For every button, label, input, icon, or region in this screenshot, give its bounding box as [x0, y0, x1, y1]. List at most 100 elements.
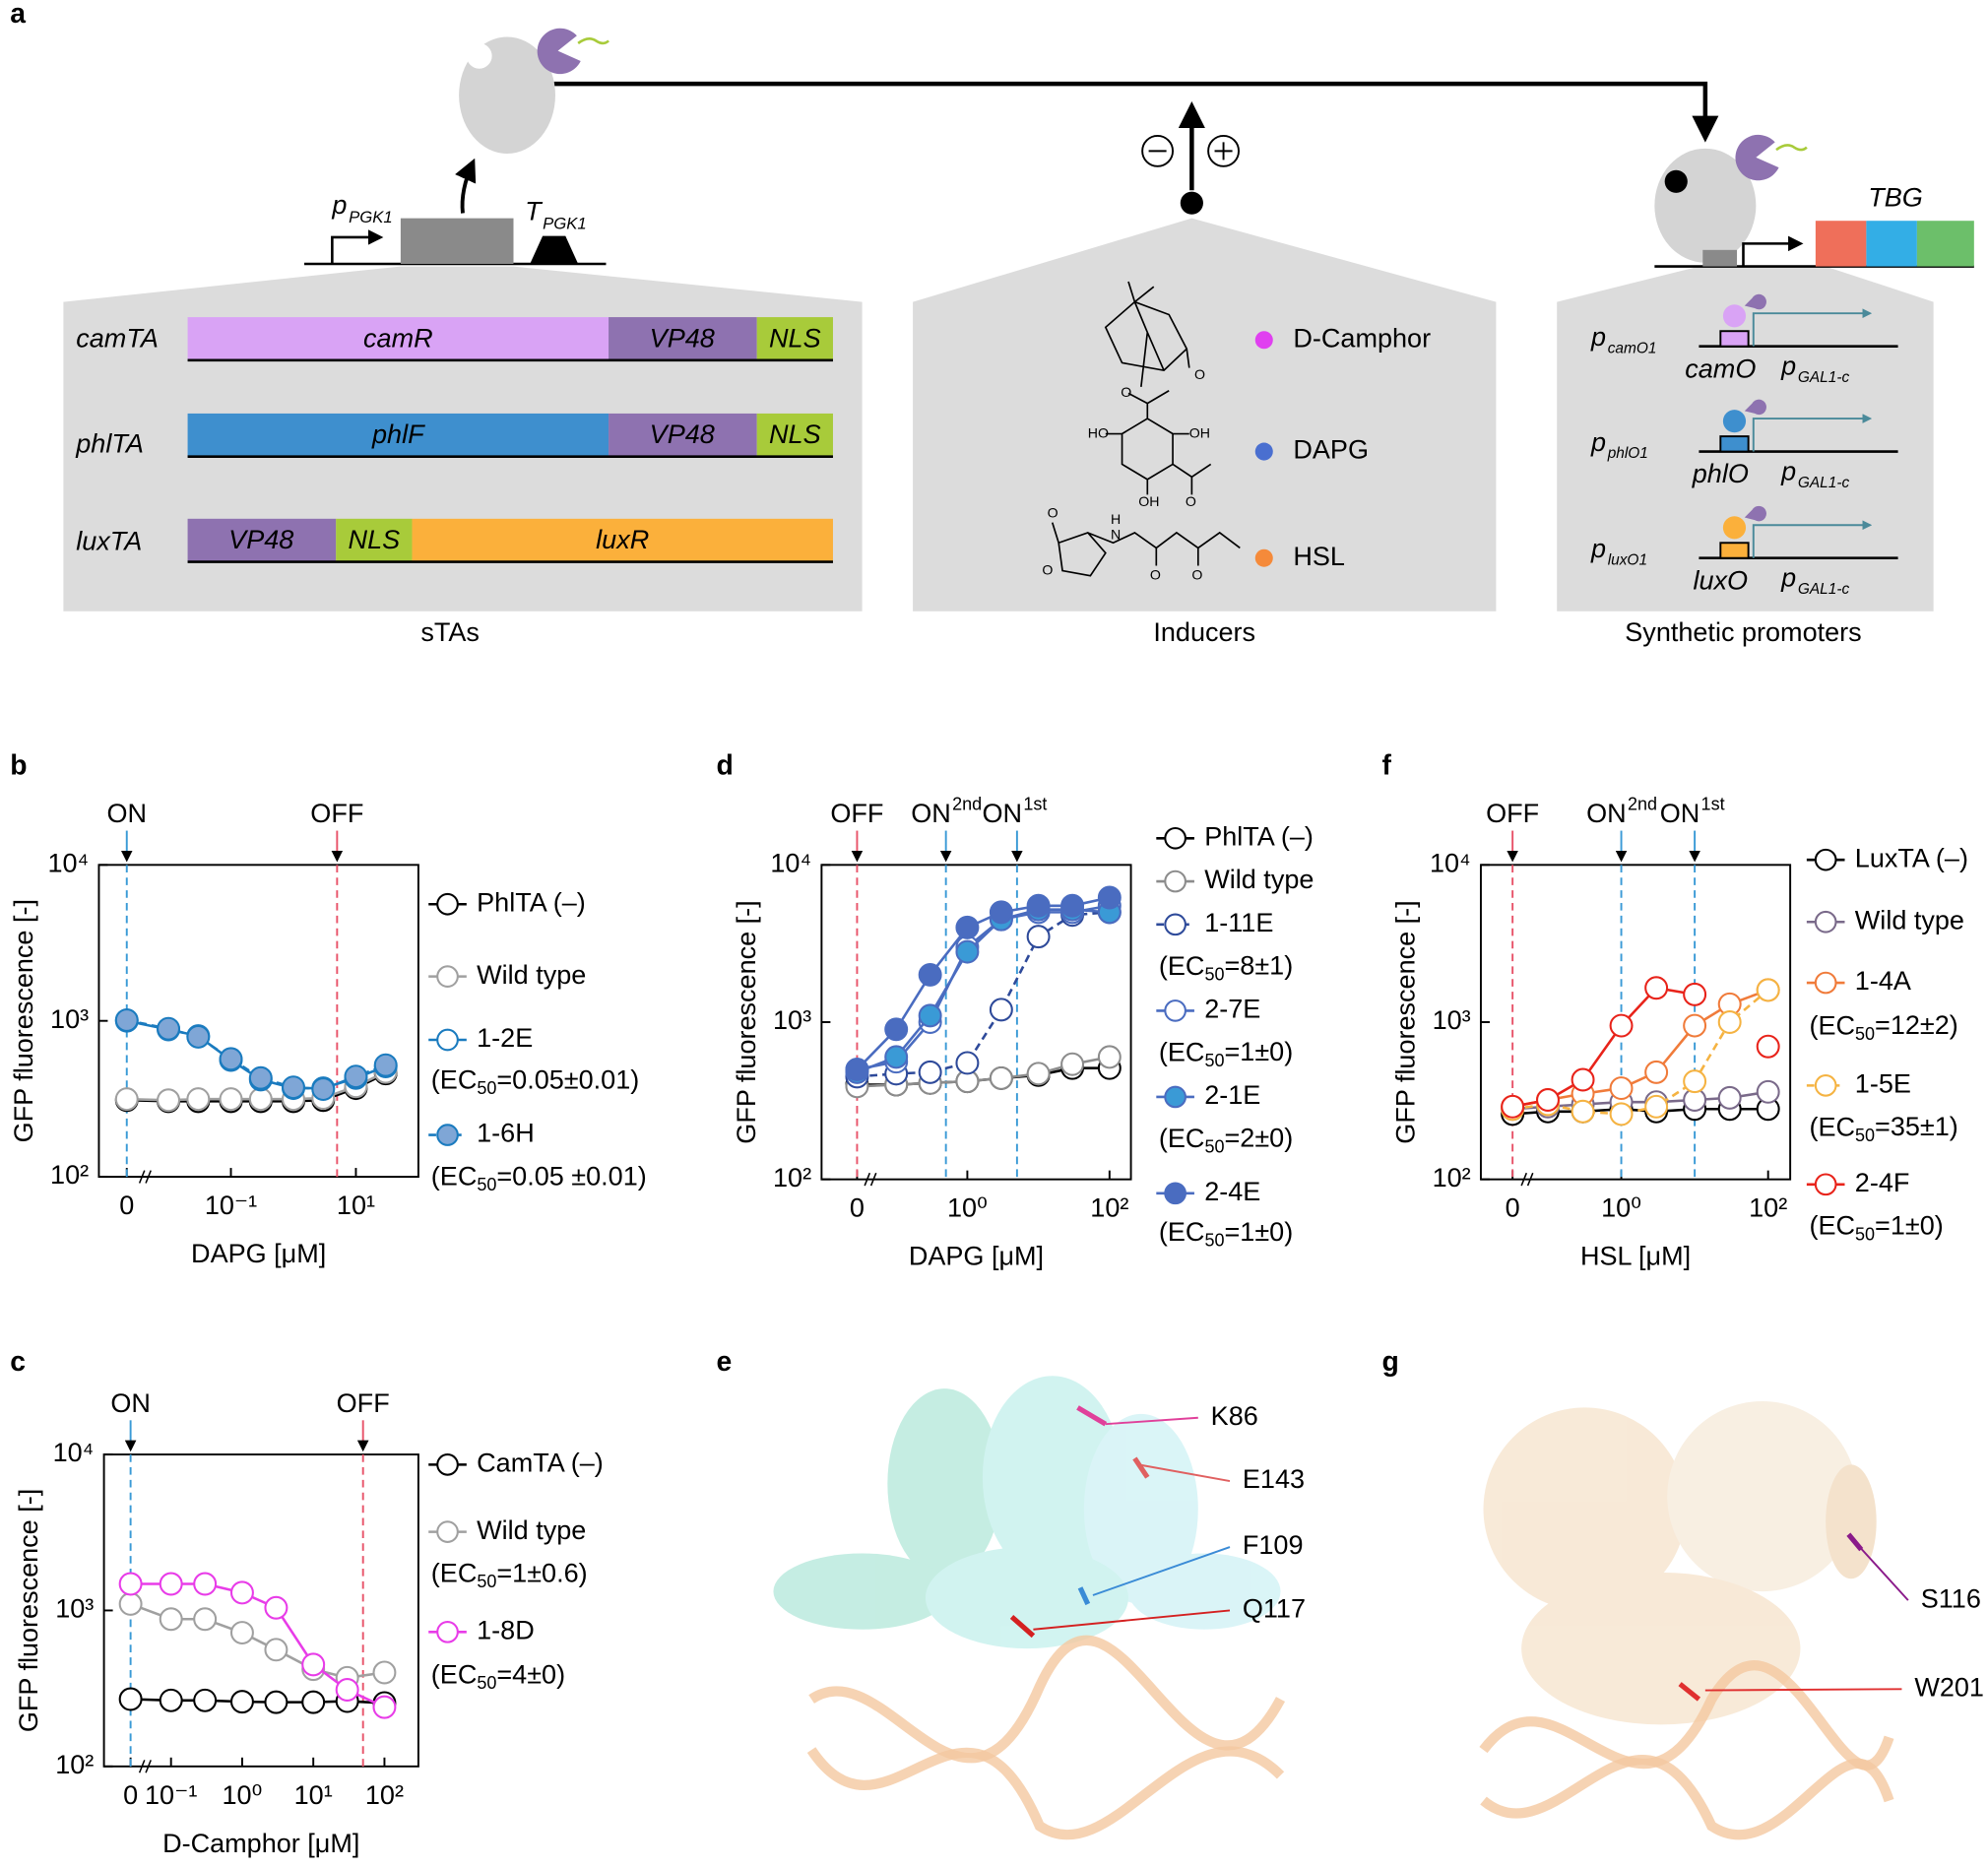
regulator-icon	[537, 28, 581, 75]
data-point	[1756, 1034, 1780, 1059]
data-point	[1097, 885, 1122, 910]
y-tick-label: 10³	[50, 1004, 89, 1034]
data-point	[114, 1087, 139, 1112]
core-sub: GAL1-c	[1798, 369, 1850, 386]
x-tick-label: 10⁰	[1601, 1193, 1641, 1223]
inducer-legend: D-Camphor DAPG HSL	[1254, 323, 1431, 571]
y-tick-label: 10⁴	[53, 1438, 95, 1467]
panel-a: a p PGK1 T PGK1 camTA camR VP48 NLS phlT…	[10, 0, 1974, 647]
domain-label: camR	[363, 323, 433, 353]
y-axis-label: GFP fluorescence [-]	[1390, 900, 1420, 1143]
residue-stick	[1132, 1456, 1150, 1479]
legend-ec50: (EC50=1±0)	[1159, 1217, 1293, 1250]
legend-label: Wild type	[477, 960, 586, 990]
data-point	[229, 1690, 254, 1714]
domain-label: VP48	[650, 419, 715, 449]
domain-label: phlF	[371, 419, 425, 449]
cell-pore	[1664, 169, 1688, 193]
data-point	[989, 900, 1013, 925]
x-tick-label: 10⁻¹	[145, 1780, 197, 1810]
y-axis-label: GFP fluorescence [-]	[9, 899, 38, 1142]
data-point	[918, 1003, 942, 1028]
legend-label: PhlTA (–)	[477, 887, 586, 917]
plot-frame	[97, 864, 419, 1179]
operator-box	[1719, 542, 1750, 559]
data-point	[335, 1678, 359, 1702]
legend-ec50: (EC50=2±0)	[1159, 1124, 1293, 1156]
marker-sup: 2nd	[1628, 795, 1657, 814]
inducer-dot	[1254, 548, 1273, 567]
atom: O	[1191, 567, 1202, 583]
domain	[756, 413, 833, 457]
data-point	[1756, 978, 1780, 1002]
legend-label: LuxTA (–)	[1855, 843, 1968, 872]
data-point	[229, 1621, 254, 1645]
promoter-label: p	[331, 190, 347, 220]
atom: O	[1150, 567, 1161, 583]
operator-name: luxO	[1694, 565, 1749, 595]
atom: N	[1111, 527, 1121, 543]
domain	[187, 518, 337, 562]
x-tick-label: 0	[850, 1193, 865, 1223]
molecule	[1105, 390, 1212, 495]
residue-label: Q117	[1243, 1594, 1306, 1624]
data-point	[1644, 1094, 1669, 1119]
terminator	[530, 235, 579, 264]
legend-label: Wild type	[1855, 905, 1964, 934]
promoter-name: p	[1590, 427, 1606, 457]
domain	[336, 518, 413, 562]
legend-ec50: (EC50=1±0.6)	[431, 1559, 588, 1591]
dna-ribbon	[806, 1746, 1285, 1840]
plot-frame	[820, 864, 1132, 1181]
axis-break	[138, 1170, 152, 1184]
terminator-sub: PGK1	[543, 214, 587, 232]
regulator	[1722, 304, 1747, 328]
node	[1180, 191, 1203, 215]
atom: H	[1111, 512, 1121, 528]
data-point	[1097, 1045, 1122, 1069]
data-point	[344, 1064, 368, 1089]
data-point	[372, 1695, 397, 1719]
label-line	[1033, 1609, 1231, 1631]
ligand-icon	[1775, 144, 1808, 152]
chart: f 10² 10³ 10⁴ 0 10⁰ 10² HSL [μM] GFP fluorescenc…	[1382, 750, 1968, 1271]
legend-ec50: (EC50=4±0)	[431, 1660, 565, 1693]
molecule	[1051, 522, 1241, 577]
inducer-name: D-Camphor	[1293, 323, 1431, 353]
data-point	[311, 1077, 336, 1102]
caption: Inducers	[1153, 617, 1255, 647]
data-point	[159, 1607, 183, 1632]
promoter-sub: luxO1	[1608, 551, 1647, 568]
reporter-part	[1916, 221, 1974, 267]
domain-label: VP48	[650, 323, 715, 353]
data-point	[159, 1572, 183, 1596]
legend-ec50: (EC50=1±0)	[1809, 1211, 1943, 1244]
legend-marker	[436, 1453, 459, 1476]
data-point	[955, 915, 980, 939]
core-promoter: p	[1780, 563, 1796, 593]
domain-label: NLS	[769, 419, 821, 449]
x-tick-label: 0	[123, 1780, 138, 1810]
core-sub: GAL1-c	[1798, 581, 1850, 598]
marker-label: OFF	[310, 799, 363, 828]
data-point	[918, 962, 942, 987]
legend-marker	[1164, 1182, 1186, 1205]
promoter-sub: phlO1	[1607, 445, 1648, 462]
regulator-ligand	[1744, 399, 1766, 416]
promoter-arrow	[1752, 308, 1873, 347]
legend-label: Wild type	[1204, 865, 1314, 894]
legend-label: 1-4A	[1855, 966, 1911, 996]
data-point	[193, 1607, 218, 1632]
x-tick-label: 0	[119, 1191, 134, 1220]
y-tick-label: 10³	[55, 1594, 94, 1624]
legend-marker	[1164, 913, 1186, 936]
data-point	[1683, 1069, 1707, 1094]
data-point	[193, 1688, 218, 1712]
residue-label: S116	[1921, 1583, 1981, 1613]
legend-marker	[436, 1028, 459, 1052]
operator-box	[1719, 330, 1750, 348]
panel-g: g S116 W201	[1382, 1346, 1984, 1840]
chart: d 10² 10³ 10⁴ 0 10⁰ 10² DAPG [μM] GFP fluorescen…	[717, 750, 1315, 1271]
legend-marker	[1814, 1173, 1837, 1196]
x-tick-label: 0	[1506, 1193, 1520, 1223]
